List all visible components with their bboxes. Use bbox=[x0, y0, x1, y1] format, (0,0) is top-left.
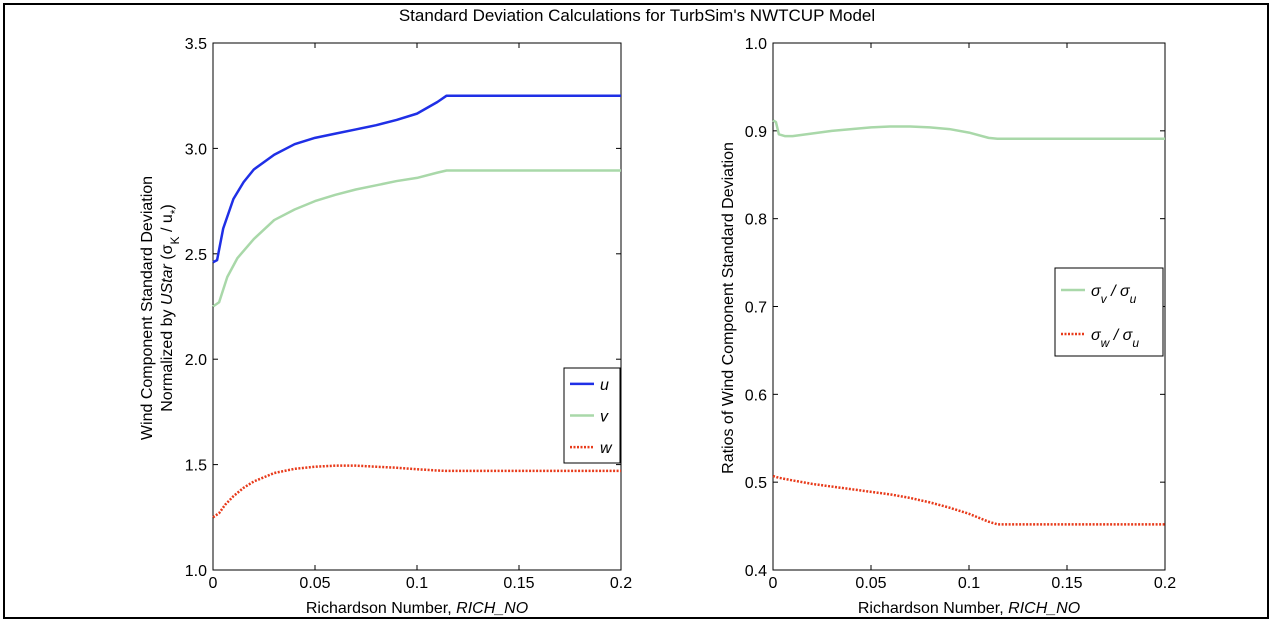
left-series-line-0 bbox=[212, 94, 621, 264]
left-axes-box bbox=[212, 42, 622, 571]
right-series-line-0 bbox=[772, 119, 1165, 140]
left-chart: Richardson Number, RICH_NO Wind Componen… bbox=[139, 176, 528, 617]
right-y-tick-label: 0.6 bbox=[745, 387, 767, 404]
left-x-axis-label: Richardson Number, RICH_NO bbox=[306, 600, 528, 617]
left-legend-entry: v bbox=[600, 409, 609, 426]
left-x-tick-label: 0.05 bbox=[299, 575, 330, 592]
right-y-tick-label: 0.4 bbox=[745, 563, 767, 580]
right-x-tick-label: 0 bbox=[769, 575, 778, 592]
figure-title: Standard Deviation Calculations for Turb… bbox=[398, 6, 876, 25]
left-y-tick-label: 3.5 bbox=[185, 36, 207, 53]
right-x-tick-label: 0.2 bbox=[1154, 575, 1176, 592]
left-series-line-2 bbox=[212, 464, 621, 519]
right-series-line-1 bbox=[772, 474, 1165, 526]
left-series-line-1 bbox=[212, 169, 621, 308]
right-plot-area: 0 0.05 0.1 0.15 0.2 0.4 0.5 0.6 0.7 0.8 0.9 1.0 σv /… bbox=[745, 36, 1176, 592]
right-chart: Richardson Number, RICH_NO Ratios of Win… bbox=[720, 142, 1080, 617]
right-legend-entry: σv / σu bbox=[1091, 283, 1137, 306]
left-legend-entry: u bbox=[600, 377, 609, 394]
left-y-axis-label-line2: Normalized by UStar (σK / u*) bbox=[159, 204, 182, 412]
left-x-tick-label: 0.2 bbox=[610, 575, 632, 592]
right-y-axis-label: Ratios of Wind Component Standard Deviat… bbox=[720, 142, 737, 474]
left-y-tick-label: 1.5 bbox=[185, 458, 207, 475]
right-y-tick-label: 0.8 bbox=[745, 212, 767, 229]
left-x-tick-label: 0.1 bbox=[406, 575, 428, 592]
left-y-tick-label: 2.5 bbox=[185, 247, 207, 264]
right-legend: σv / σu σw / σu bbox=[1054, 267, 1164, 357]
right-y-tick-label: 0.5 bbox=[745, 475, 767, 492]
right-y-tick-label: 0.7 bbox=[745, 300, 767, 317]
left-y-tick-label: 1.0 bbox=[185, 563, 207, 580]
left-legend-entry: w bbox=[600, 440, 613, 457]
left-x-tick-label: 0.15 bbox=[503, 575, 534, 592]
right-legend-entry: σw / σu bbox=[1091, 327, 1139, 350]
right-x-tick-label: 0.05 bbox=[855, 575, 886, 592]
right-legend-box bbox=[1054, 267, 1164, 357]
left-y-tick-label: 2.0 bbox=[185, 352, 207, 369]
left-y-axis-label-line1: Wind Component Standard Deviation bbox=[139, 176, 156, 440]
right-y-tick-label: 1.0 bbox=[745, 36, 767, 53]
right-x-tick-label: 0.15 bbox=[1051, 575, 1082, 592]
right-x-tick-label: 0.1 bbox=[958, 575, 980, 592]
left-x-tick-label: 0 bbox=[209, 575, 218, 592]
right-y-tick-label: 0.9 bbox=[745, 124, 767, 141]
right-x-axis-label: Richardson Number, RICH_NO bbox=[858, 600, 1080, 617]
left-legend: uvw bbox=[563, 367, 621, 464]
left-plot-area: 0 0.05 0.1 0.15 0.2 1.0 1.5 2.0 2.5 3.0 3.5 uvw bbox=[185, 36, 632, 592]
left-y-tick-label: 3.0 bbox=[185, 141, 207, 158]
